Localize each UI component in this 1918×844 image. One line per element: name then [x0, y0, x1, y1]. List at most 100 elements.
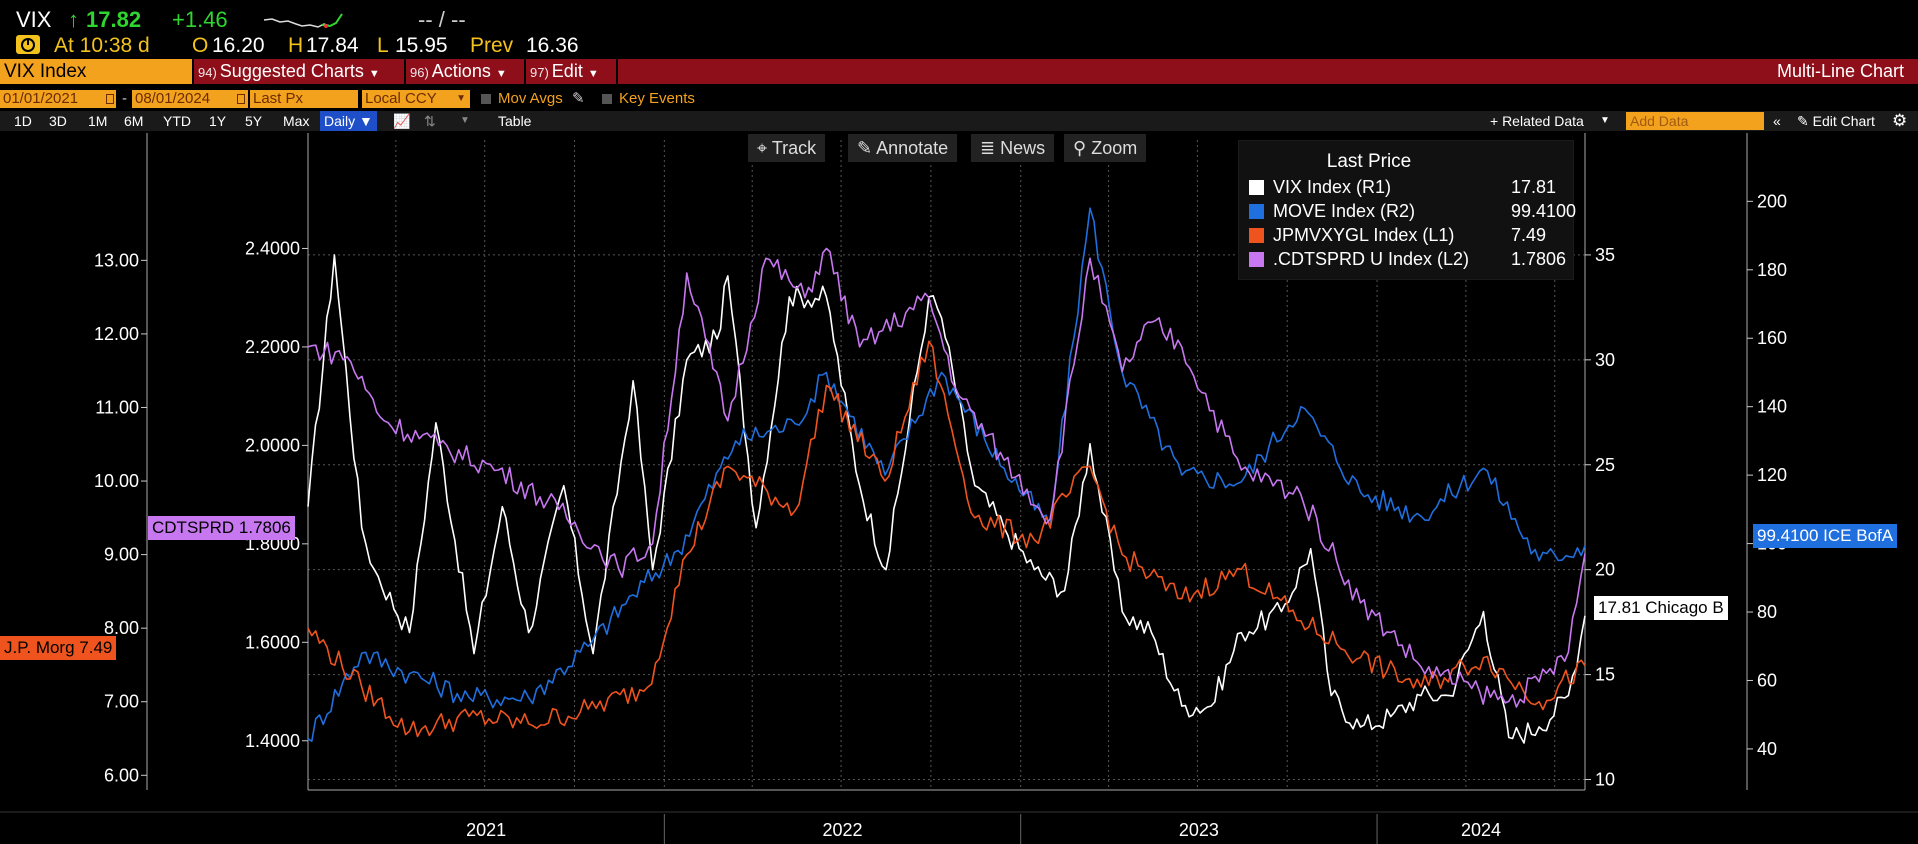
period-1m[interactable]: 1M: [88, 113, 108, 129]
series-line: [307, 254, 1586, 744]
pencil-icon: ✎: [857, 138, 873, 158]
suggested-charts-menu[interactable]: 94) Suggested Charts ▼: [198, 59, 380, 84]
news-icon: ≣: [980, 138, 996, 158]
price-change: +1.46: [172, 7, 228, 32]
gear-icon[interactable]: ⚙: [1892, 111, 1908, 130]
end-date-value: 08/01/2024: [135, 90, 211, 107]
start-date-field[interactable]: 01/01/2021: [0, 90, 116, 108]
crosshair-icon: ⌖: [757, 138, 768, 158]
period-5y[interactable]: 5Y: [245, 113, 263, 129]
caret-down-icon[interactable]: ▼: [460, 115, 470, 126]
menu-divider: [616, 59, 618, 84]
field-value: Last Px: [253, 90, 304, 107]
period-bar: [0, 111, 1918, 131]
bar-chart-icon[interactable]: ⇅: [424, 113, 436, 129]
legend-item-jpmvxygl[interactable]: JPMVXYGL Index (L1) 7.49: [1249, 225, 1569, 247]
caret-down-icon[interactable]: ▼: [1600, 115, 1610, 126]
tick-label: 35: [1595, 245, 1615, 265]
vix-axis-tag: 17.81 Chicago B: [1594, 596, 1728, 620]
tick-label: 160: [1757, 328, 1787, 348]
series-line: [307, 207, 1586, 743]
tick-label: 9.00: [104, 545, 139, 565]
tick-label: 15: [1595, 665, 1615, 685]
high-label: H: [288, 34, 304, 57]
caret-down-icon: ▼: [587, 68, 599, 80]
ticker-symbol[interactable]: VIX: [16, 7, 52, 32]
field-select[interactable]: Last Px: [250, 90, 358, 108]
key-events-label[interactable]: Key Events: [619, 90, 695, 107]
period-max[interactable]: Max: [283, 113, 310, 129]
menu-number: 94): [198, 65, 217, 80]
legend-value: 7.49: [1511, 225, 1547, 245]
mov-avgs-label[interactable]: Mov Avgs: [498, 90, 563, 107]
legend-name: JPMVXYGL Index (L1): [1273, 225, 1455, 245]
period-1d[interactable]: 1D: [14, 113, 32, 129]
tick-label: 20: [1595, 560, 1615, 580]
tick-label: 1.6000: [245, 632, 300, 652]
track-button[interactable]: ⌖ Track: [748, 134, 826, 162]
related-data-button[interactable]: + Related Data: [1490, 113, 1584, 129]
period-6m[interactable]: 6M: [124, 113, 144, 129]
security-field[interactable]: VIX Index: [0, 59, 192, 84]
tick-label: 40: [1757, 739, 1777, 759]
tick-label: 12.00: [94, 324, 139, 344]
tick-label: 10: [1595, 770, 1615, 790]
period-1y[interactable]: 1Y: [209, 113, 227, 129]
date-dash: -: [122, 90, 127, 107]
tick-label: 60: [1757, 670, 1777, 690]
cdtsprd-axis-tag: CDTSPRD 1.7806: [148, 516, 295, 540]
menu-bar: [0, 59, 1918, 84]
currency-select[interactable]: Local CCY ▼: [362, 90, 470, 108]
legend-item-cdtsprd[interactable]: .CDTSPRD U Index (L2) 1.7806: [1249, 249, 1569, 271]
collapse-icon[interactable]: «: [1773, 113, 1781, 129]
quote-time: At 10:38 d: [54, 34, 150, 57]
news-button[interactable]: ≣ News: [971, 134, 1055, 162]
edit-chart-button[interactable]: ✎ Edit Chart: [1797, 111, 1875, 131]
legend-value: 99.4100: [1511, 201, 1577, 221]
legend-name: .CDTSPRD U Index (L2): [1273, 249, 1470, 269]
table-button[interactable]: Table: [498, 113, 532, 129]
zoom-button[interactable]: ⚲ Zoom: [1064, 134, 1147, 162]
legend-item-vix[interactable]: VIX Index (R1) 17.81: [1249, 177, 1569, 199]
tick-label: 11.00: [95, 397, 139, 417]
tick-label: 2.2000: [245, 337, 300, 357]
tick-label: 140: [1757, 397, 1787, 417]
annotate-button[interactable]: ✎ Annotate: [848, 134, 958, 162]
period-3d[interactable]: 3D: [49, 113, 67, 129]
caret-down-icon: ▼: [495, 68, 507, 80]
add-data-input[interactable]: Add Data: [1626, 112, 1764, 130]
x-tick-label: 2021: [466, 820, 506, 840]
menu-label: Actions: [431, 61, 491, 81]
legend-swatch: [1249, 204, 1264, 219]
key-events-checkbox[interactable]: [602, 94, 612, 104]
menu-divider: [524, 59, 526, 84]
legend-item-move[interactable]: MOVE Index (R2) 99.4100: [1249, 201, 1576, 223]
x-tick-label: 2024: [1461, 820, 1501, 840]
period-ytd[interactable]: YTD: [163, 113, 191, 129]
caret-down-icon: ▼: [456, 93, 466, 104]
frequency-select[interactable]: Daily ▼: [320, 111, 377, 131]
calendar-icon[interactable]: [106, 94, 114, 104]
open-label: O: [192, 34, 209, 57]
prev-label: Prev: [470, 34, 514, 57]
line-chart-icon[interactable]: 📈: [393, 113, 411, 129]
edit-menu[interactable]: 97) Edit ▼: [530, 59, 599, 84]
actions-menu[interactable]: 96) Actions ▼: [410, 59, 507, 84]
pencil-icon[interactable]: ✎: [572, 90, 585, 107]
menu-label: Suggested Charts: [219, 61, 364, 81]
tick-label: 180: [1757, 260, 1787, 280]
tick-label: 2.4000: [245, 238, 300, 258]
currency-value: Local CCY: [365, 90, 437, 107]
calendar-icon[interactable]: [237, 94, 245, 104]
menu-divider: [192, 59, 194, 84]
tick-label: 8.00: [104, 618, 139, 638]
mov-avgs-checkbox[interactable]: [481, 94, 491, 104]
edit-chart-label: Edit Chart: [1812, 113, 1875, 129]
end-date-field[interactable]: 08/01/2024: [132, 90, 248, 108]
tick-label: 80: [1757, 602, 1777, 622]
zoom-label: Zoom: [1091, 138, 1138, 158]
x-tick-label: 2022: [823, 820, 863, 840]
annotate-label: Annotate: [876, 138, 949, 158]
low-label: L: [377, 34, 389, 57]
